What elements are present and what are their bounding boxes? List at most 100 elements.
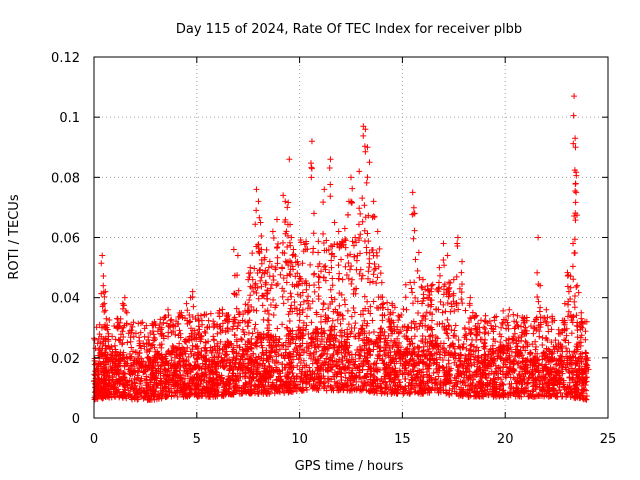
- data-point: [170, 344, 177, 351]
- data-point: [202, 345, 209, 352]
- data-point: [469, 309, 476, 316]
- data-point: [419, 332, 426, 339]
- data-point: [190, 352, 197, 359]
- data-point: [485, 330, 492, 337]
- data-point: [303, 313, 310, 320]
- data-point: [363, 345, 370, 352]
- data-point: [529, 393, 536, 400]
- data-point: [471, 369, 478, 376]
- data-point: [437, 354, 444, 361]
- data-point: [269, 348, 276, 355]
- data-point: [559, 370, 566, 377]
- data-point: [331, 296, 338, 303]
- data-point: [334, 316, 341, 323]
- data-point: [569, 353, 576, 360]
- data-point: [367, 338, 374, 345]
- data-point: [338, 357, 345, 364]
- data-point: [555, 330, 562, 337]
- data-point: [357, 386, 364, 393]
- data-point: [279, 285, 286, 292]
- data-point: [422, 380, 429, 387]
- data-point: [450, 383, 457, 390]
- data-point: [353, 239, 360, 246]
- data-point: [150, 393, 157, 400]
- data-point: [123, 320, 130, 327]
- data-point: [325, 305, 332, 312]
- data-point: [511, 330, 518, 337]
- data-point: [477, 336, 484, 343]
- data-point: [247, 264, 254, 271]
- data-point: [258, 283, 265, 290]
- data-point: [123, 309, 130, 316]
- data-point: [445, 322, 452, 329]
- data-point: [342, 370, 349, 377]
- data-point: [116, 323, 123, 330]
- data-point: [351, 309, 358, 316]
- data-point: [284, 296, 291, 303]
- data-point: [126, 377, 133, 384]
- data-point: [356, 369, 363, 376]
- data-point: [233, 355, 240, 362]
- data-point: [453, 361, 460, 368]
- data-point: [163, 360, 170, 367]
- data-point: [255, 383, 262, 390]
- data-point: [100, 289, 107, 296]
- data-point: [172, 331, 179, 338]
- data-point: [102, 288, 109, 295]
- data-point: [568, 360, 575, 367]
- data-point: [340, 315, 347, 322]
- data-point: [342, 374, 349, 381]
- data-point: [320, 274, 327, 281]
- data-point: [287, 290, 294, 297]
- data-point: [493, 388, 500, 395]
- data-point: [306, 367, 313, 374]
- data-point: [98, 260, 105, 267]
- data-point: [381, 351, 388, 358]
- data-point: [466, 373, 473, 380]
- data-point: [168, 351, 175, 358]
- data-point: [419, 276, 426, 283]
- data-point: [283, 259, 290, 266]
- data-point: [224, 357, 231, 364]
- data-point: [469, 336, 476, 343]
- data-point: [91, 336, 98, 343]
- data-point: [307, 305, 314, 312]
- data-point: [144, 366, 151, 373]
- data-point: [286, 270, 293, 277]
- data-point: [515, 371, 522, 378]
- data-point: [317, 319, 324, 326]
- data-point: [507, 359, 514, 366]
- data-point: [310, 245, 317, 252]
- data-point: [463, 345, 470, 352]
- data-point: [387, 311, 394, 318]
- data-point: [375, 263, 382, 270]
- data-point: [466, 326, 473, 333]
- data-point: [409, 380, 416, 387]
- data-point: [290, 382, 297, 389]
- data-point: [548, 339, 555, 346]
- data-point: [544, 380, 551, 387]
- data-point: [288, 293, 295, 300]
- data-point: [224, 318, 231, 325]
- data-point: [289, 252, 296, 259]
- data-point: [355, 221, 362, 228]
- data-point: [228, 391, 235, 398]
- data-point: [169, 321, 176, 328]
- data-point: [334, 368, 341, 375]
- data-point: [358, 275, 365, 282]
- data-point: [532, 346, 539, 353]
- data-point: [422, 322, 429, 329]
- data-point: [264, 295, 271, 302]
- data-point: [379, 356, 386, 363]
- data-point: [153, 377, 160, 384]
- data-point: [217, 323, 224, 330]
- data-point: [125, 392, 132, 399]
- data-point: [446, 367, 453, 374]
- data-point: [165, 329, 172, 336]
- data-point: [439, 309, 446, 316]
- data-point: [369, 317, 376, 324]
- data-point: [411, 227, 418, 234]
- data-point: [256, 355, 263, 362]
- data-point: [371, 340, 378, 347]
- data-point: [236, 361, 243, 368]
